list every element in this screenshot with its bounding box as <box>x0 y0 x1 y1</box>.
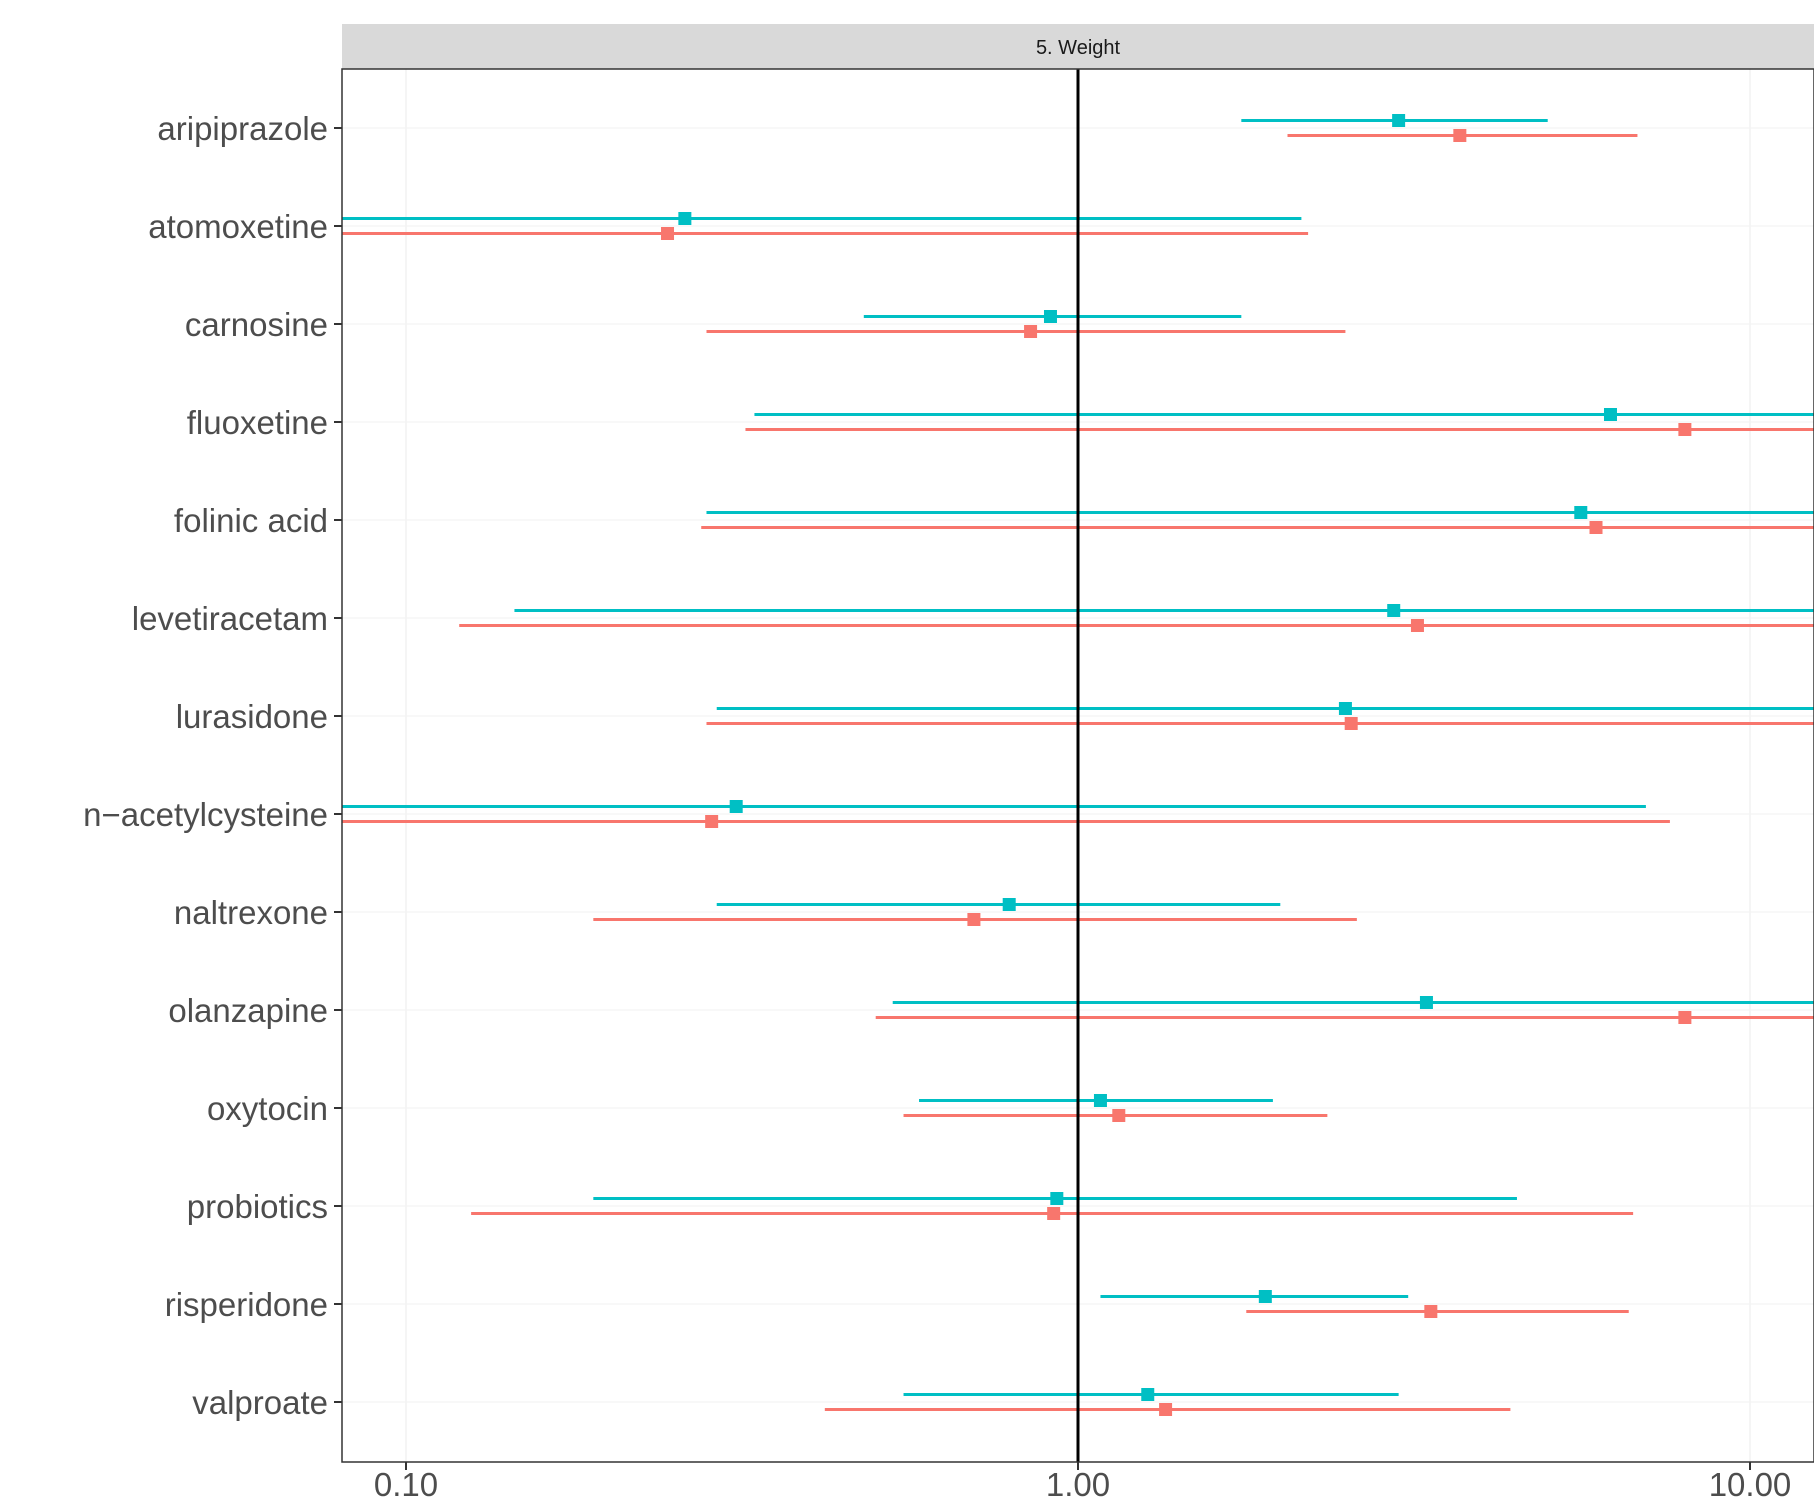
point-estimate <box>1574 506 1588 519</box>
point-estimate <box>1141 1388 1155 1401</box>
gridlines <box>342 69 1814 1462</box>
y-tick-label: olanzapine <box>168 992 328 1029</box>
point-estimate <box>1024 325 1038 338</box>
y-tick-label: valproate <box>192 1384 328 1421</box>
point-estimate <box>1112 1109 1126 1122</box>
point-estimate <box>1589 521 1603 534</box>
y-tick-label: levetiracetam <box>132 600 328 637</box>
x-tick-label: 0.10 <box>374 1466 438 1499</box>
point-estimate <box>1678 1011 1692 1024</box>
point-estimate <box>1093 1094 1107 1107</box>
point-estimate <box>1338 702 1352 715</box>
point-estimate <box>729 800 743 813</box>
y-tick-label: carnosine <box>185 306 328 343</box>
point-estimate <box>967 913 981 926</box>
point-estimate <box>1047 1207 1061 1220</box>
y-tick-label: lurasidone <box>176 698 328 735</box>
strip-background <box>342 24 1814 69</box>
y-tick-label: n−acetylcysteine <box>83 796 328 833</box>
point-estimate <box>705 815 719 828</box>
point-estimate <box>1258 1290 1272 1303</box>
y-axis: aripiprazole atomoxetine carnosine fluoxeti… <box>83 110 342 1421</box>
point-estimates <box>661 114 1692 1416</box>
point-estimate <box>1410 619 1424 632</box>
y-tick-label: oxytocin <box>207 1090 328 1127</box>
point-estimate <box>1050 1192 1064 1205</box>
point-estimate <box>678 212 692 225</box>
point-estimate <box>1424 1305 1438 1318</box>
y-tick-label: fluoxetine <box>187 404 328 441</box>
y-tick-label: aripiprazole <box>157 110 328 147</box>
y-tick-label: atomoxetine <box>148 208 328 245</box>
point-estimate <box>661 227 675 240</box>
point-estimate <box>1678 423 1692 436</box>
y-tick-label: folinic acid <box>174 502 328 539</box>
x-tick-label: 10.00 <box>1709 1466 1792 1499</box>
point-estimate <box>1387 604 1401 617</box>
point-estimate <box>1603 408 1617 421</box>
point-estimate <box>1002 898 1016 911</box>
y-tick-label: naltrexone <box>174 894 328 931</box>
point-estimate <box>1159 1403 1173 1416</box>
point-estimate <box>1392 114 1406 127</box>
confidence-intervals <box>342 119 1814 1411</box>
facet-title: 5. Weight <box>1036 37 1121 59</box>
point-estimate <box>1043 310 1057 323</box>
x-tick-label: 1.00 <box>1046 1466 1110 1499</box>
y-tick-label: probiotics <box>187 1188 328 1225</box>
point-estimate <box>1419 996 1433 1009</box>
y-tick-label: risperidone <box>165 1286 328 1323</box>
point-estimate <box>1453 129 1467 142</box>
point-estimate <box>1344 717 1358 730</box>
